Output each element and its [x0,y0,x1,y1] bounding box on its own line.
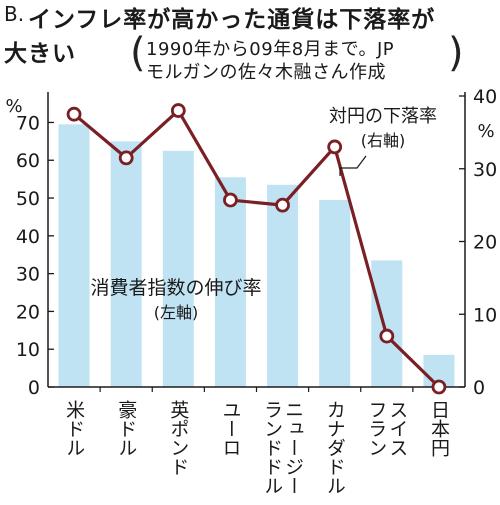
bar [371,260,403,387]
left-tick-label: 20 [16,301,40,323]
category-label: ランドドル [261,400,283,495]
line-series-label: 対円の下落率 [329,106,437,127]
left-tick-label: 0 [28,377,40,399]
category-label: フラン [365,400,387,457]
bar [267,184,299,387]
category-label: 豪ドル [115,400,137,457]
line-point [118,150,134,166]
left-tick-label: 60 [16,150,40,172]
right-tick-label: 30 [473,159,497,181]
source-line1: 1990年から09年8月まで。JP [146,39,395,60]
left-tick-label: 50 [16,188,40,210]
left-tick-label: 10 [16,339,40,361]
chart-title-line2: 大きい [4,41,76,67]
line-point [66,106,82,122]
bar [58,124,90,388]
bar [214,177,246,387]
source-line2: モルガンの佐々木融さん作成 [146,62,386,83]
category-label: 日本円 [428,400,450,457]
bar [162,150,194,387]
category-label: ユーロ [219,400,241,457]
right-axis-unit: % [477,121,494,142]
line-series-leader [339,155,367,176]
category-label: スイス [386,400,408,457]
right-tick-label: 0 [473,377,485,399]
left-tick-label: 30 [16,264,40,286]
bar [110,141,142,387]
line-point [327,139,343,155]
category-label: 英ポンド [167,400,189,476]
bar-series-label: 消費者指数の伸び率 [90,277,261,299]
category-label: ニュージー [282,400,304,495]
source-open-paren: ( [130,30,146,76]
line-point [223,192,238,208]
left-axis-unit: % [5,96,22,117]
bar [319,199,351,387]
title-prefix: B. [4,2,25,26]
bar-series-axis-note: (左軸) [154,303,199,322]
category-label: カナダドル [324,400,346,495]
line-point [275,197,290,213]
line-series [73,108,441,389]
line-point [431,379,447,395]
left-tick-label: 40 [16,226,40,248]
right-tick-label: 20 [473,232,497,254]
line-point [170,103,186,118]
source-note: 1990年から09年8月まで。JP モルガンの佐々木融さん作成 [136,38,394,84]
source-close-paren: ) [448,30,464,76]
right-tick-label: 40 [473,86,497,108]
left-tick-label: 70 [16,112,40,134]
category-label: 米ドル [63,400,85,457]
chart-title-line1: インフレ率が高かった通貨は下落率が [28,7,436,33]
line-series-axis-note: (右軸) [361,131,406,150]
line-point [379,328,395,344]
right-tick-label: 10 [473,304,497,326]
